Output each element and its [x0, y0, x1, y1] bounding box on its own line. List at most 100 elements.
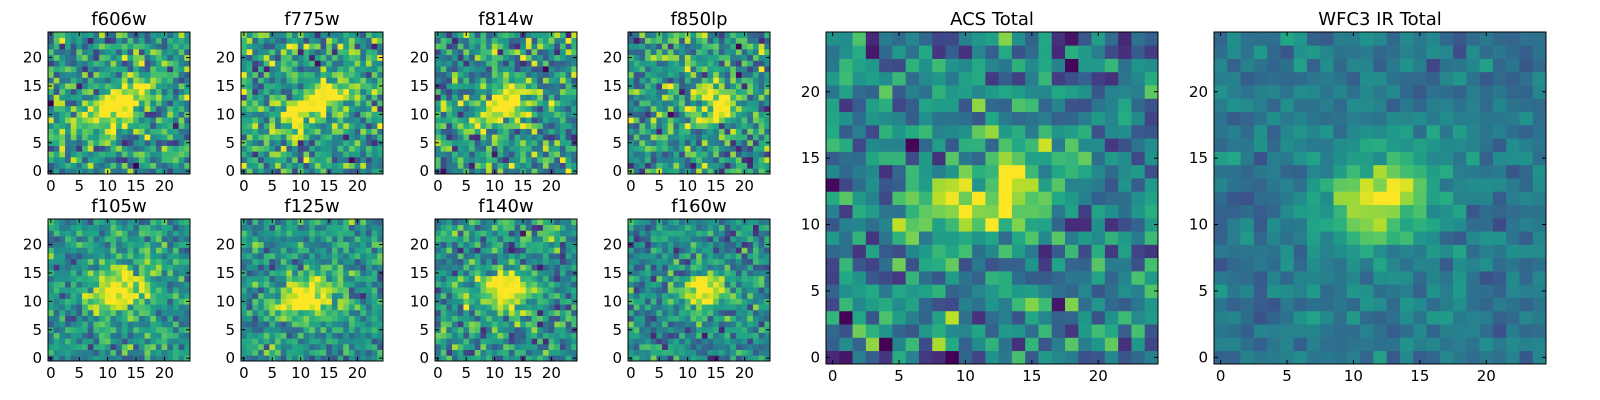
heatmap-cell [360, 66, 367, 73]
heatmap-cell [127, 54, 134, 61]
heatmap-cell [110, 309, 117, 316]
heatmap-cell [650, 100, 657, 107]
heatmap-cell [59, 270, 66, 277]
heatmap-cell [735, 315, 742, 322]
heatmap-cell [469, 122, 476, 129]
heatmap-cell [343, 60, 350, 67]
heatmap-cell [343, 281, 350, 288]
heatmap-cell [735, 94, 742, 101]
heatmap-cell [554, 168, 561, 175]
heatmap-cell [525, 100, 532, 107]
heatmap-cell [133, 105, 140, 112]
heatmap-cell [371, 355, 378, 362]
heatmap-cell [469, 219, 476, 226]
heatmap-cell [314, 37, 321, 44]
heatmap-cell [292, 71, 299, 78]
heatmap-cell [87, 77, 94, 84]
heatmap-cell [269, 60, 276, 67]
heatmap-cell [497, 219, 504, 226]
heatmap-cell [531, 258, 538, 265]
heatmap-cell [525, 304, 532, 311]
heatmap-cell [673, 151, 680, 158]
heatmap-cell [463, 117, 470, 124]
heatmap-cell [331, 343, 338, 350]
heatmap-cell [679, 122, 686, 129]
heatmap-cell [440, 332, 447, 339]
heatmap-cell [280, 134, 287, 141]
heatmap-cell [667, 94, 674, 101]
heatmap-cell [93, 338, 100, 345]
heatmap-cell [104, 287, 111, 294]
heatmap-cell [491, 270, 498, 277]
heatmap-cell [172, 304, 179, 311]
heatmap-cell [480, 83, 487, 90]
heatmap-cell [365, 224, 372, 231]
heatmap-cell [684, 94, 691, 101]
heatmap-cell [656, 162, 663, 169]
heatmap-cell [53, 32, 60, 39]
heatmap-cell [718, 168, 725, 175]
heatmap-cell [633, 43, 640, 50]
heatmap-cell [76, 105, 83, 112]
heatmap-cell [730, 139, 737, 146]
heatmap-cell [116, 270, 123, 277]
heatmap-cell [360, 355, 367, 362]
heatmap-cell [286, 241, 293, 248]
heatmap-cell [446, 355, 453, 362]
heatmap-cell [508, 219, 515, 226]
heatmap-cell [292, 111, 299, 118]
heatmap-cell [82, 134, 89, 141]
heatmap-cell [371, 275, 378, 282]
heatmap-cell [297, 224, 304, 231]
heatmap-cell [690, 162, 697, 169]
heatmap-cell [752, 71, 759, 78]
heatmap-cell [150, 247, 157, 254]
heatmap-cell [554, 224, 561, 231]
heatmap-cell [440, 275, 447, 282]
heatmap-cell [667, 287, 674, 294]
heatmap-cell [696, 156, 703, 163]
heatmap-cell [326, 258, 333, 265]
heatmap-cell [252, 134, 259, 141]
heatmap-cell [104, 275, 111, 282]
heatmap-cell [565, 287, 572, 294]
heatmap-cell [440, 287, 447, 294]
heatmap-cell [167, 32, 174, 39]
heatmap-cell [53, 224, 60, 231]
heatmap-cell [520, 43, 527, 50]
heatmap-cell [758, 60, 765, 67]
heatmap-cell [741, 83, 748, 90]
heatmap-cell [679, 54, 686, 61]
heatmap-cell [656, 292, 663, 299]
heatmap-cell [474, 247, 481, 254]
heatmap-cell [286, 309, 293, 316]
heatmap-cell [537, 66, 544, 73]
heatmap-cell [337, 134, 344, 141]
heatmap-cell [696, 66, 703, 73]
heatmap-cell [559, 275, 566, 282]
heatmap-cell [718, 343, 725, 350]
heatmap-cell [360, 94, 367, 101]
heatmap-cell [144, 60, 151, 67]
heatmap-cell [144, 162, 151, 169]
heatmap-cell [116, 264, 123, 271]
heatmap-cell [628, 332, 635, 339]
heatmap-cell [360, 321, 367, 328]
heatmap-cell [525, 355, 532, 362]
heatmap-cell [531, 151, 538, 158]
heatmap-cell [53, 287, 60, 294]
heatmap-cell [360, 236, 367, 243]
heatmap-cell [650, 156, 657, 163]
heatmap-cell [76, 83, 83, 90]
heatmap-cell [452, 224, 459, 231]
heatmap-cell [491, 258, 498, 265]
heatmap-cell [178, 275, 185, 282]
heatmap-cell [82, 156, 89, 163]
heatmap-cell [480, 315, 487, 322]
heatmap-cell [292, 156, 299, 163]
heatmap-cell [127, 241, 134, 248]
heatmap-cell [172, 37, 179, 44]
heatmap-cell [486, 66, 493, 73]
heatmap-cell [696, 88, 703, 95]
heatmap-cell [65, 156, 72, 163]
